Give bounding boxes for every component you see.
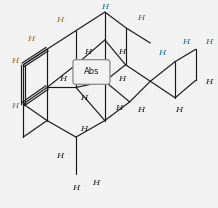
Text: H: H [80, 94, 87, 102]
Text: H: H [27, 35, 35, 43]
Text: H: H [115, 104, 123, 112]
Text: H: H [118, 75, 126, 83]
Text: H: H [118, 48, 126, 56]
Text: H: H [80, 125, 87, 133]
Text: H: H [176, 106, 183, 114]
Text: H: H [205, 38, 212, 46]
Text: H: H [56, 152, 63, 160]
Text: H: H [59, 75, 67, 83]
Text: H: H [56, 16, 63, 24]
Text: H: H [11, 57, 18, 65]
Text: H: H [72, 183, 80, 192]
Text: Abs: Abs [84, 67, 99, 77]
Text: H: H [84, 48, 91, 56]
Text: H: H [101, 3, 109, 11]
FancyBboxPatch shape [73, 60, 110, 84]
Text: H: H [205, 78, 212, 86]
Text: H: H [158, 49, 166, 57]
Text: H: H [92, 178, 100, 187]
Text: H: H [182, 38, 189, 46]
Text: H: H [137, 106, 144, 114]
Text: H: H [11, 102, 18, 110]
Text: H: H [137, 14, 144, 22]
